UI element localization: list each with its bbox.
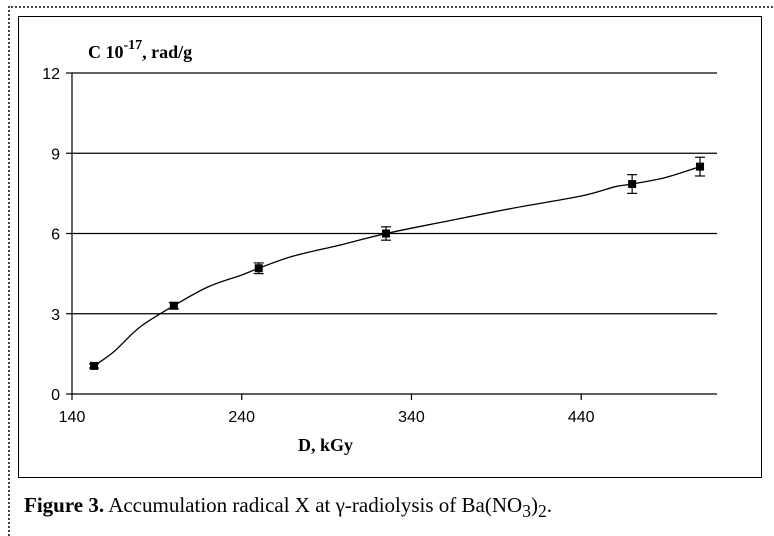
data-point-0 <box>89 361 100 370</box>
y-axis-title: C 10-17, rad/g <box>88 38 192 62</box>
figure-caption: Figure 3. Accumulation radical X at γ-ra… <box>24 493 552 522</box>
y-tick-label-9: 9 <box>51 146 60 163</box>
series-curve <box>93 166 701 367</box>
data-point-1 <box>168 301 179 310</box>
x-tick-label-240: 240 <box>228 409 255 426</box>
y-tick-label-0: 0 <box>51 387 60 404</box>
caption-text-prefix: Accumulation radical X at <box>104 493 336 517</box>
y-tick-label-12: 12 <box>42 66 60 83</box>
marker-0 <box>90 361 99 370</box>
line-chart: 0 3 6 9 12 140 240 340 440 C 10-17, rad/g D, kG… <box>42 38 717 455</box>
grid-lines <box>72 72 717 315</box>
y-tick-labels: 0 3 6 9 12 <box>42 66 60 404</box>
axes <box>66 72 717 400</box>
caption-label: Figure 3. <box>24 493 105 517</box>
marker-1 <box>169 301 178 310</box>
y-tick-label-6: 6 <box>51 227 60 244</box>
y-tick-label-3: 3 <box>51 307 60 324</box>
x-axis-title: D, kGy <box>298 435 353 455</box>
x-tick-label-440: 440 <box>568 409 595 426</box>
caption-text-mid: -radiolysis of Ba(NO <box>344 493 523 517</box>
x-tick-label-140: 140 <box>59 409 86 426</box>
caption-close-paren: ) <box>530 493 538 517</box>
data-point-3 <box>381 226 392 241</box>
data-points <box>89 156 706 370</box>
chart-box <box>18 16 762 478</box>
data-point-4 <box>627 174 638 194</box>
caption-sub-3: 3 <box>522 501 531 522</box>
caption-period: . <box>546 493 552 517</box>
data-point-5 <box>695 156 706 177</box>
x-tick-label-340: 340 <box>398 409 425 426</box>
marker-5 <box>696 162 705 171</box>
caption-sub-2: 2 <box>537 501 547 522</box>
marker-3 <box>382 229 391 238</box>
x-tick-labels: 140 240 340 440 <box>59 409 595 426</box>
marker-4 <box>628 180 637 189</box>
data-point-2 <box>253 262 264 275</box>
figure-frame <box>8 6 774 536</box>
marker-2 <box>254 264 263 273</box>
caption-gamma: γ <box>335 493 345 517</box>
